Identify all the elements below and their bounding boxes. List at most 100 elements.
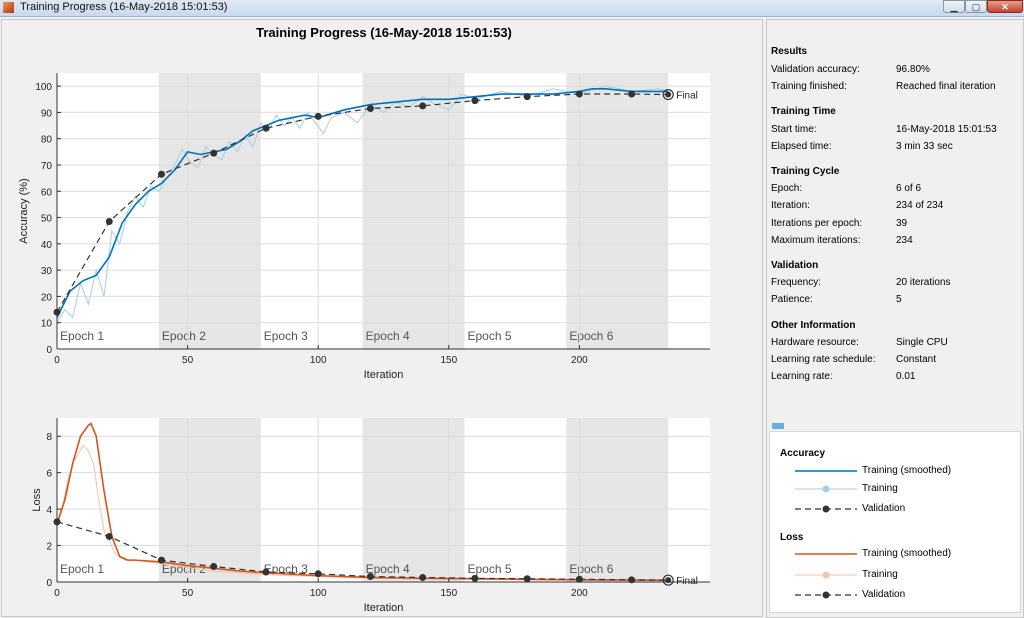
legend-loss-title: Loss: [780, 532, 804, 543]
validation-point: [314, 570, 322, 578]
final-label: Final: [676, 91, 698, 102]
y-tick-label: 60: [41, 187, 53, 198]
validation-point: [366, 573, 374, 581]
validation-point: [210, 563, 218, 571]
epoch-label: Epoch 6: [569, 329, 613, 343]
x-tick-label: 150: [440, 588, 457, 599]
y-tick-label: 6: [46, 469, 52, 480]
epoch-label: Epoch 5: [467, 329, 511, 343]
elapsed-time-value: 3 min 33 sec: [896, 141, 953, 152]
legend-panel: Accuracy Training (smoothed) Training Va…: [769, 431, 1021, 613]
legend-acc-smoothed-label: Training (smoothed): [862, 465, 952, 476]
collapse-legend-button[interactable]: [772, 423, 784, 429]
training-cycle-heading: Training Cycle: [771, 166, 840, 177]
validation-point: [366, 104, 374, 112]
validation-point: [419, 573, 427, 581]
y-tick-label: 0: [46, 578, 52, 589]
x-tick-label: 50: [182, 588, 194, 599]
validation-point: [575, 90, 583, 98]
legend-acc-training-label: Training: [862, 483, 898, 494]
validation-point: [523, 93, 531, 101]
patience-label: Patience:: [771, 294, 813, 305]
hardware-resource-value: Single CPU: [896, 337, 948, 348]
validation-accuracy-value: 96.80%: [896, 64, 930, 75]
epoch-shade: [362, 418, 465, 582]
epoch-label: Epoch 3: [264, 329, 308, 343]
learning-rate-schedule-label: Learning rate schedule:: [771, 354, 876, 365]
maximum-iterations-label: Maximum iterations:: [771, 235, 861, 246]
legend-loss-training-label: Training: [862, 569, 898, 580]
minimize-button[interactable]: ▁: [943, 0, 965, 13]
validation-point: [105, 218, 113, 226]
start-time-label: Start time:: [771, 124, 817, 135]
validation-point: [157, 170, 165, 178]
validation-point: [419, 102, 427, 110]
maximize-button[interactable]: ▢: [965, 0, 987, 13]
y-tick-label: 0: [46, 345, 52, 356]
legend-loss-validation-label: Validation: [862, 589, 906, 600]
legend-training-marker: [822, 485, 830, 493]
epoch-label: Epoch:: [771, 183, 803, 194]
y-tick-label: 4: [46, 505, 52, 516]
x-tick-label: 100: [310, 355, 327, 366]
y-tick-label: 70: [41, 161, 53, 172]
start-time-value: 16-May-2018 15:01:53: [896, 124, 997, 135]
learning-rate-label: Learning rate:: [771, 371, 833, 382]
validation-point: [157, 556, 165, 564]
epoch-label: Epoch 2: [162, 329, 206, 343]
window-titlebar: Training Progress (16-May-2018 15:01:53)…: [0, 0, 1024, 17]
learning-rate-schedule-value: Constant: [896, 354, 937, 365]
y-axis-label: Accuracy (%): [18, 178, 30, 243]
legend-validation-marker: [822, 591, 830, 599]
final-marker: [665, 91, 672, 98]
x-tick-label: 200: [571, 355, 588, 366]
epoch-shade: [158, 73, 261, 349]
validation-point: [262, 124, 270, 132]
validation-point: [210, 149, 218, 157]
epoch-label: Epoch 4: [366, 329, 410, 343]
training-smoothed-line: [56, 422, 669, 581]
other-information-heading: Other Information: [771, 320, 856, 331]
epoch-shade: [566, 418, 669, 582]
results-heading: Results: [771, 46, 808, 57]
validation-accuracy-label: Validation accuracy:: [771, 64, 860, 75]
y-tick-label: 50: [41, 214, 53, 225]
close-button[interactable]: ✕: [987, 0, 1023, 13]
x-axis-label: Iteration: [364, 369, 404, 381]
final-marker-ring: [662, 574, 674, 586]
epoch-shade: [566, 73, 669, 349]
x-tick-label: 150: [440, 355, 457, 366]
loss-plot: Epoch 1 Epoch 2 Epoch 3 Epoch 4 Epoch 5 Epoch…: [31, 418, 710, 614]
y-tick-label: 90: [41, 108, 53, 119]
epoch-label: Epoch 1: [60, 329, 104, 343]
x-axis-label: Iteration: [364, 602, 404, 614]
validation-point: [471, 97, 479, 105]
legend-acc-validation-label: Validation: [862, 503, 906, 514]
iteration-label: Iteration:: [771, 200, 810, 211]
matlab-icon: [3, 2, 14, 13]
validation-point: [471, 574, 479, 582]
legend-validation-marker: [822, 505, 830, 513]
y-tick-label: 100: [35, 82, 52, 93]
validation-heading: Validation: [771, 260, 819, 271]
iterations-per-epoch-label: Iterations per epoch:: [771, 218, 863, 229]
x-tick-label: 0: [54, 355, 60, 366]
y-tick-label: 10: [41, 319, 53, 330]
final-marker-ring: [662, 88, 674, 101]
epoch-label: Epoch 1: [60, 562, 104, 576]
y-tick-label: 30: [41, 266, 53, 277]
y-tick-label: 2: [46, 542, 52, 553]
y-tick-label: 20: [41, 292, 53, 303]
epoch-label: Epoch 6: [569, 562, 613, 576]
y-tick-label: 40: [41, 240, 53, 251]
training-finished-label: Training finished:: [771, 81, 847, 92]
frequency-label: Frequency:: [771, 277, 822, 288]
iteration-value: 234 of 234: [896, 200, 944, 211]
y-axis-label: Loss: [31, 488, 43, 512]
x-tick-label: 100: [310, 588, 327, 599]
legend-training-marker: [822, 571, 830, 579]
validation-point: [628, 90, 636, 98]
maximum-iterations-value: 234: [896, 235, 913, 246]
training-plots: Training Progress (16-May-2018 15:01:53)…: [18, 25, 710, 614]
x-tick-label: 0: [54, 588, 60, 599]
